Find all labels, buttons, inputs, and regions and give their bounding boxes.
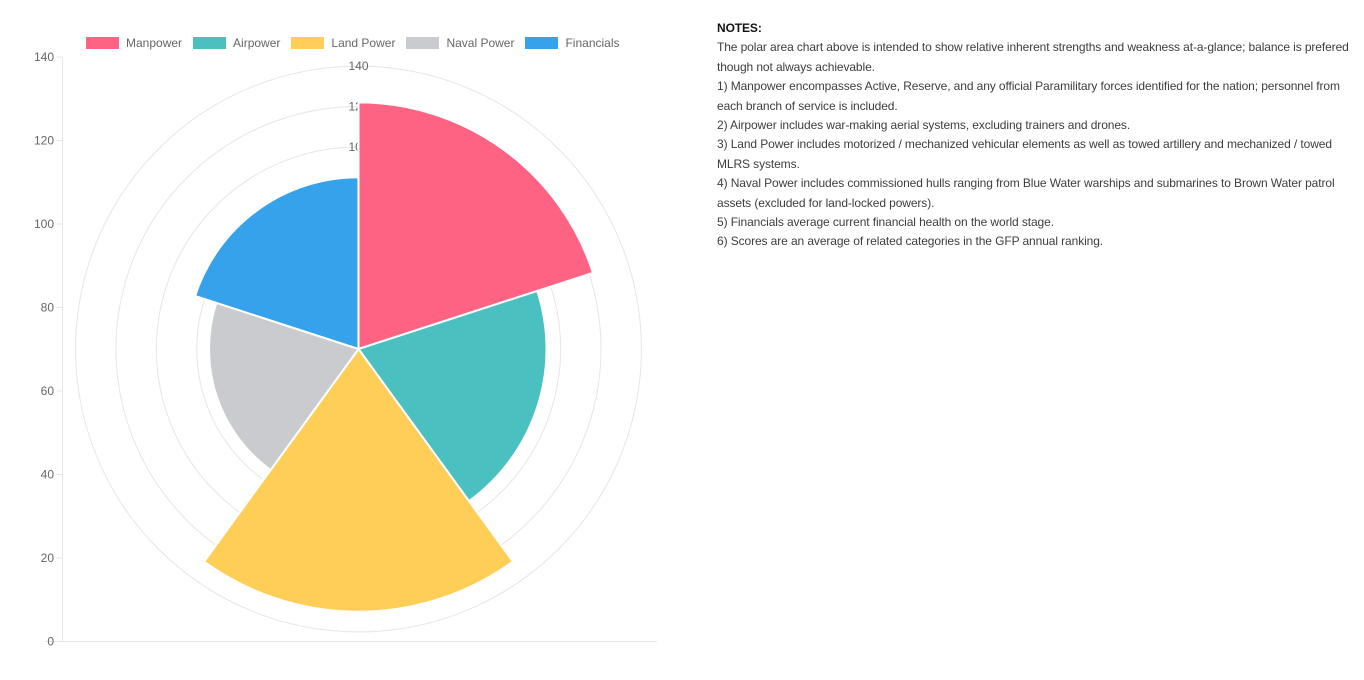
polar-area-chart: 140120100806040200140120100 ManpowerAirp… [0,0,690,665]
polar-slice-airpower[interactable] [356,289,548,503]
polar-slice-financials[interactable] [193,176,360,351]
y-axis-tick-label: 20 [41,551,55,565]
legend-swatch [525,37,559,49]
note-line: 2) Airpower includes war-making aerial s… [717,118,1131,133]
chart-legend: Manpower Airpower Land Power Naval Power Fin… [86,37,631,49]
note-line: 3) Land Power includes motorized / mecha… [717,137,1332,171]
legend-item-naval-power[interactable]: Naval Power [406,37,514,49]
legend-swatch [86,37,119,49]
y-axis-tick-label: 120 [34,134,54,148]
note-line: 4) Naval Power includes commissioned hul… [717,176,1335,210]
y-axis-tick-label: 60 [41,384,55,398]
legend-swatch [406,37,440,49]
legend-label: Land Power [331,36,396,50]
y-axis-tick-label: 100 [34,217,54,231]
polar-slice-manpower[interactable] [357,101,595,351]
note-line: 6) Scores are an average of related cate… [717,234,1104,249]
legend-swatch [291,37,325,49]
legend-item-manpower[interactable]: Manpower [86,37,182,49]
legend-item-land-power[interactable]: Land Power [291,37,395,49]
notes-heading: NOTES: [717,21,762,35]
note-line: 5) Financials average current financial … [717,215,1054,230]
legend-label: Naval Power [446,36,515,50]
polar-slice-land-power[interactable] [202,347,515,613]
grid-circle [75,65,642,633]
legend-label: Financials [565,36,620,50]
note-line: 1) Manpower encompasses Active, Reserve,… [717,79,1340,113]
legend-label: Manpower [126,36,183,50]
chart-canvas[interactable]: 140120100806040200140120100 [0,0,690,670]
legend-item-financials[interactable]: Financials [525,36,620,50]
y-axis-tick-label: 140 [34,50,54,64]
polar-slice-naval-power[interactable] [208,301,361,472]
r-axis-tick-label: 140 [348,59,368,73]
legend-label: Airpower [233,36,281,50]
y-axis-tick-label: 80 [41,301,55,315]
y-axis-tick-label: 0 [47,635,54,649]
notes-panel: NOTES: The polar area chart above is int… [717,19,1359,252]
y-axis-tick-label: 40 [41,468,55,482]
legend-swatch [193,37,227,49]
legend-item-airpower[interactable]: Airpower [193,37,280,49]
notes-intro: The polar area chart above is intended t… [717,40,1349,74]
